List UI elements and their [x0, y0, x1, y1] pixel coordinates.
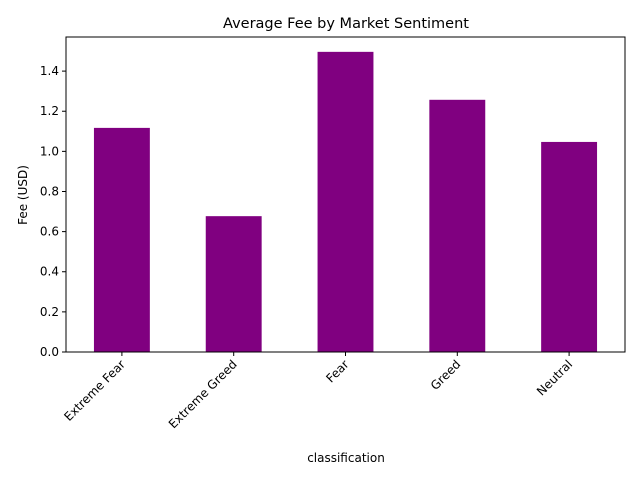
bar-extreme-greed — [205, 216, 262, 352]
x-tick-label: Extreme Greed — [166, 357, 240, 431]
y-tick-label: 0.8 — [40, 184, 59, 198]
bar-extreme-fear — [93, 127, 150, 352]
x-axis: Extreme Fear Extreme Greed Fear Greed Neutra… — [61, 352, 575, 431]
y-axis: 0.0 0.2 0.4 0.6 0.8 1.0 1.2 1.4 — [40, 64, 66, 359]
bar-fear — [317, 51, 374, 352]
y-tick-label: 1.0 — [40, 144, 59, 158]
y-tick-label: 0.0 — [40, 345, 59, 359]
y-axis-label: Fee (USD) — [16, 165, 30, 225]
x-tick-label: Greed — [428, 357, 464, 393]
bar-neutral — [541, 141, 598, 352]
y-tick-label: 0.6 — [40, 225, 59, 239]
plot-frame — [65, 36, 626, 353]
bar-greed — [429, 99, 486, 352]
y-tick-label: 1.4 — [40, 64, 59, 78]
y-tick-label: 0.2 — [40, 305, 59, 319]
x-tick-label: Fear — [323, 357, 351, 385]
chart-title: Average Fee by Market Sentiment — [223, 16, 469, 32]
x-tick-label: Neutral — [534, 357, 575, 398]
x-axis-label: classification — [307, 451, 385, 465]
x-tick-label: Extreme Fear — [61, 357, 128, 424]
bars-group — [93, 51, 598, 352]
y-tick-label: 0.4 — [40, 265, 59, 279]
y-tick-label: 1.2 — [40, 104, 59, 118]
